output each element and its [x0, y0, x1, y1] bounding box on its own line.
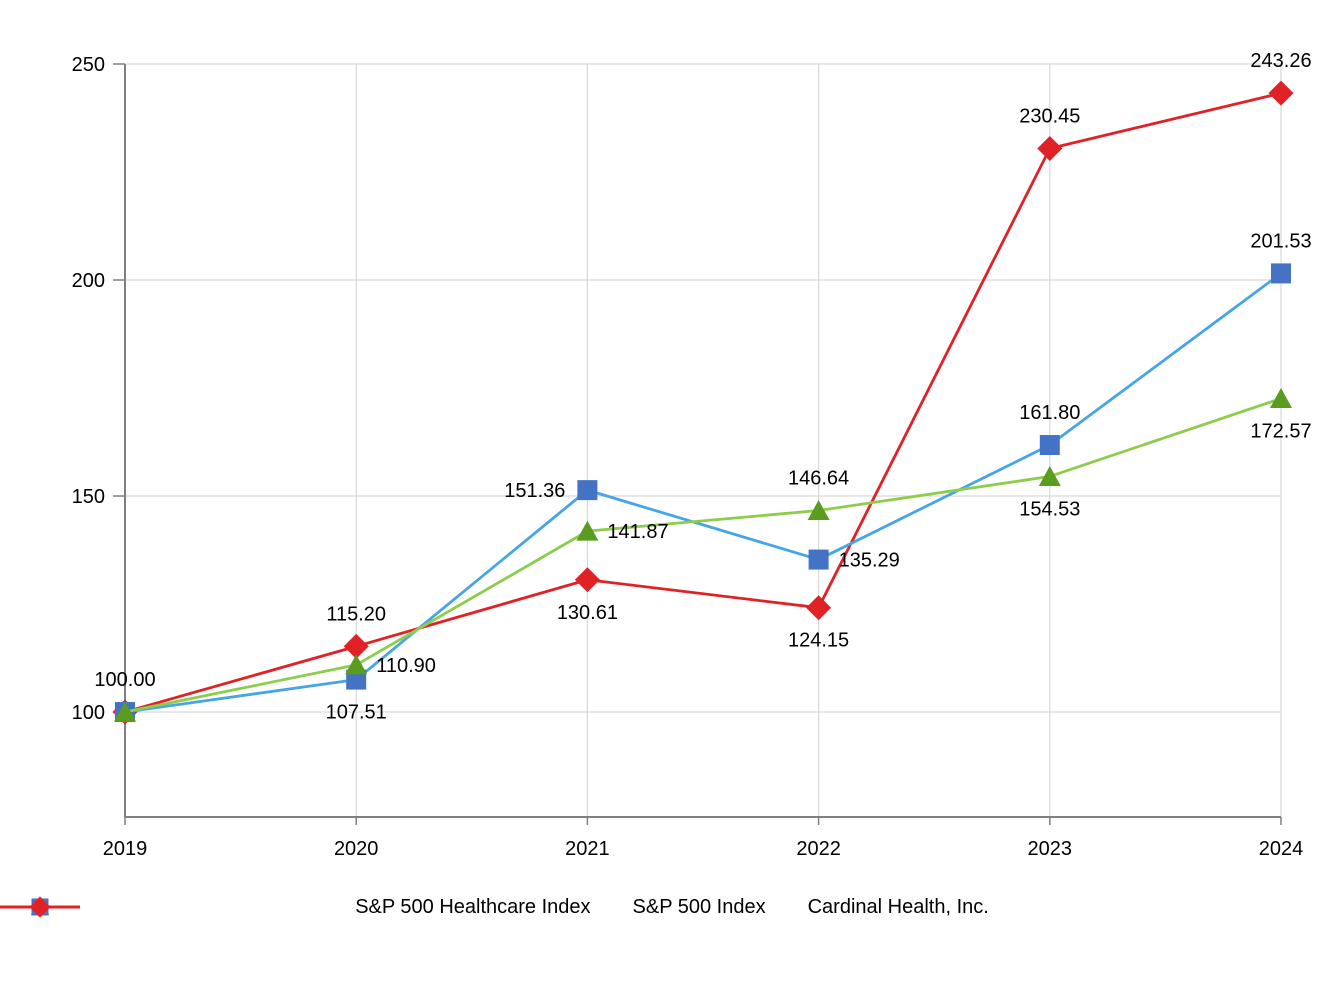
data-label-s-p-500-index-2020: 107.51	[326, 702, 387, 724]
x-tick-label-2024: 2024	[1259, 838, 1304, 860]
marker-diamond-cardinal-health-inc-2021	[574, 567, 600, 593]
data-label-cardinal-health-inc-2024: 243.26	[1250, 50, 1311, 72]
marker-diamond-cardinal-health-inc-2022	[806, 595, 832, 621]
data-label-s-p-500-healthcare-index-2022: 146.64	[788, 468, 849, 490]
marker-triangle-s-p-500-healthcare-index-2024	[1270, 388, 1292, 409]
x-tick-label-2020: 2020	[334, 838, 379, 860]
x-tick-label-2022: 2022	[796, 838, 841, 860]
x-tick-label-2019: 2019	[103, 838, 148, 860]
data-label-cardinal-health-inc-2023: 230.45	[1019, 105, 1080, 127]
marker-triangle-s-p-500-healthcare-index-2021	[576, 520, 599, 541]
data-label-s-p-500-healthcare-index-2021: 141.87	[607, 521, 668, 543]
data-label-s-p-500-index-2024: 201.53	[1250, 230, 1311, 252]
marker-diamond-cardinal-health-inc-2020	[343, 633, 369, 659]
y-tick-label-150: 150	[72, 486, 105, 508]
data-label-s-p-500-healthcare-index-2023: 154.53	[1019, 498, 1080, 520]
legend-item-s-p-500-healthcare-index: S&P 500 Healthcare Index	[0, 894, 591, 920]
series-line-cardinal-health-inc	[124, 91, 1282, 714]
marker-square-s-p-500-index-2023	[1039, 435, 1060, 456]
x-tick-label-2023: 2023	[1028, 838, 1073, 860]
data-label-s-p-500-healthcare-index-2024: 172.57	[1250, 421, 1311, 443]
y-tick-label-250: 250	[72, 54, 105, 76]
marker-triangle-s-p-500-healthcare-index-2020	[345, 654, 368, 675]
data-label-cardinal-health-inc-2022: 124.15	[788, 630, 849, 652]
data-label-s-p-500-index-2022: 135.29	[839, 550, 900, 572]
legend-diamond-icon-cardinal-health-inc	[29, 896, 51, 918]
marker-triangle-s-p-500-healthcare-index-2019	[114, 701, 136, 722]
series-line-s-p-500-healthcare-index	[124, 397, 1282, 714]
data-label-s-p-500-healthcare-index-2020: 110.90	[376, 655, 436, 677]
x-tick-label-2021: 2021	[565, 838, 610, 860]
legend-item-cardinal-health-inc: Cardinal Health, Inc.	[0, 894, 989, 920]
marker-diamond-cardinal-health-inc-2024	[1268, 80, 1294, 106]
chart-legend: S&P 500 Healthcare Index S&P 500 Index Car…	[0, 894, 1344, 920]
data-label-s-p-500-index-2023: 161.80	[1019, 402, 1080, 424]
legend-label-s-p-500-healthcare-index: S&P 500 Healthcare Index	[355, 896, 591, 918]
marker-square-s-p-500-index-2022	[808, 549, 829, 570]
marker-diamond-cardinal-health-inc-2023	[1037, 135, 1063, 161]
marker-triangle-s-p-500-healthcare-index-2023	[1038, 465, 1061, 486]
legend-label-s-p-500-index: S&P 500 Index	[632, 896, 766, 918]
legend-item-s-p-500-index: S&P 500 Index	[0, 894, 766, 920]
legend-swatch-cardinal-health-inc	[0, 896, 80, 918]
data-label-s-p-500-index-2021: 151.36	[504, 480, 565, 502]
data-label-cardinal-health-inc-2020: 115.20	[326, 603, 386, 625]
marker-square-s-p-500-index-2024	[1271, 263, 1291, 284]
marker-square-s-p-500-index-2021	[577, 480, 598, 501]
marker-square-s-p-500-index-2020	[346, 669, 367, 690]
series-line-s-p-500-index	[124, 272, 1282, 714]
data-label-cardinal-health-inc-2019: 100.00	[94, 669, 155, 691]
data-label-cardinal-health-inc-2021: 130.61	[557, 602, 618, 624]
y-tick-label-200: 200	[72, 270, 105, 292]
marker-triangle-s-p-500-healthcare-index-2022	[807, 500, 830, 521]
legend-label-cardinal-health-inc: Cardinal Health, Inc.	[807, 896, 989, 918]
y-tick-label-100: 100	[72, 702, 105, 724]
